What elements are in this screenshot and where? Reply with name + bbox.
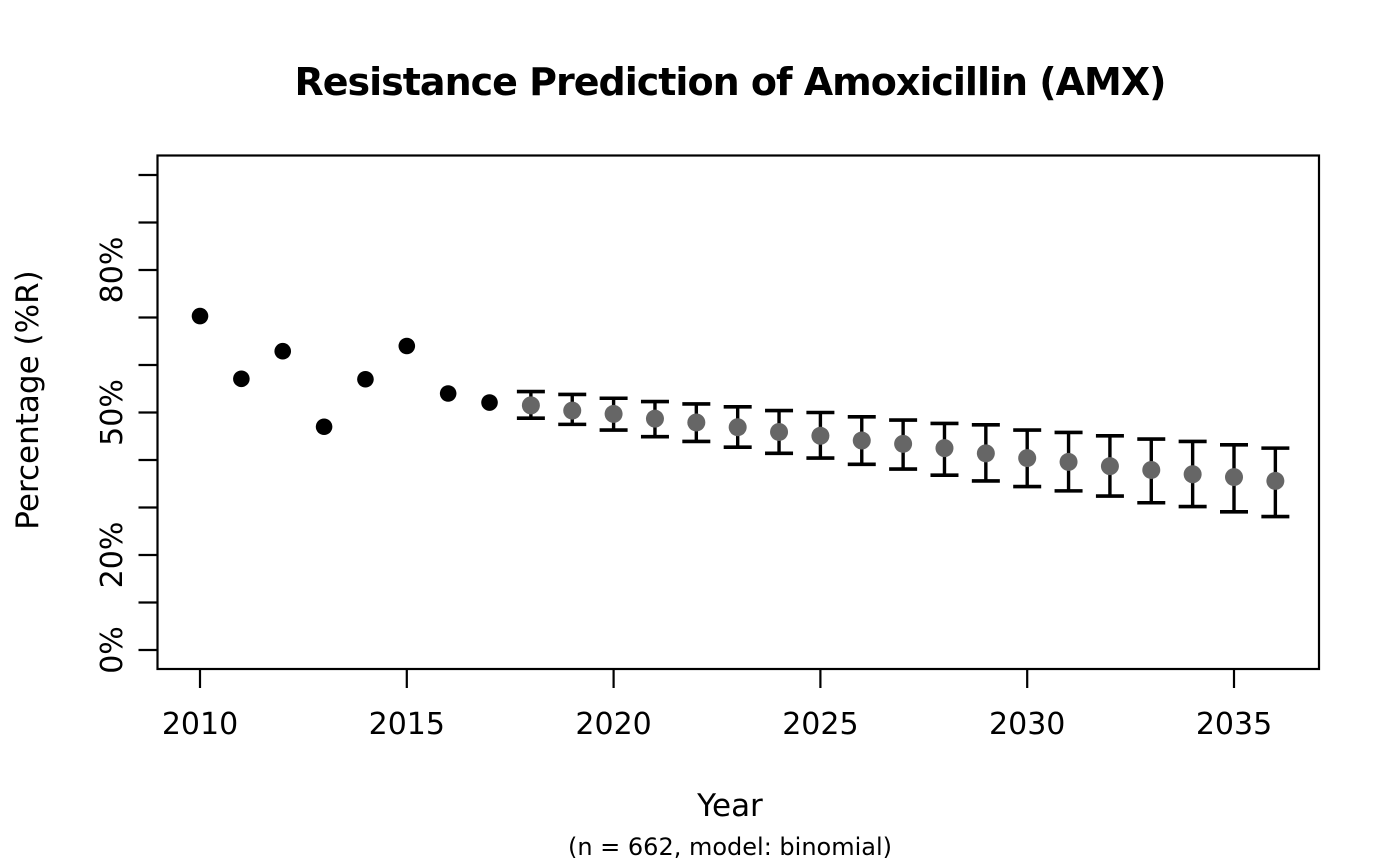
predicted-point [604,404,623,423]
y-tick-label: 80% [95,237,130,304]
predicted-point [935,439,954,458]
predicted-point [976,444,995,463]
predicted-point [1225,468,1243,487]
y-axis-label: Percentage (%R) [10,270,46,529]
x-tick-label: 2020 [575,707,651,742]
x-tick-label: 2025 [782,707,858,742]
predicted-point [894,434,913,453]
predicted-point [1059,452,1078,471]
predicted-point [728,418,747,437]
observed-point [315,418,333,436]
observed-point [357,370,374,388]
data-points [191,307,1285,490]
predicted-point [687,413,706,432]
x-tick-label: 2015 [369,707,445,742]
x-tick-label: 2010 [162,707,238,742]
predicted-point [1266,471,1285,490]
predicted-point [811,426,830,445]
y-tick-label: 0% [95,626,130,674]
predicted-point [1142,460,1161,479]
predicted-point [1100,457,1119,476]
x-axis-label: Year [696,788,763,824]
chart-subtitle: (n = 662, model: binomial) [568,833,892,861]
predicted-point [1183,465,1202,484]
predicted-point [770,422,789,441]
y-axis-ticks: 0% 20% 50% 80% [95,173,158,674]
x-axis-ticks: 2010 2015 2020 2025 2030 2035 [162,669,1272,742]
observed-point [481,394,498,411]
observed-point [439,385,457,402]
chart-title: Resistance Prediction of Amoxicillin (AM… [294,60,1165,104]
y-tick-label: 20% [95,522,130,589]
x-tick-label: 2035 [1196,707,1272,742]
x-tick-label: 2030 [989,707,1065,742]
prediction-error-bars [516,389,1290,519]
predicted-point [645,409,664,428]
y-tick-label: 50% [95,379,130,446]
observed-point [233,370,250,388]
predicted-point [852,431,871,450]
predicted-point [563,401,582,420]
predicted-point [1018,449,1037,468]
observed-point [398,337,416,355]
observed-point [274,342,292,360]
observed-point [191,307,209,325]
predicted-point [521,396,540,415]
